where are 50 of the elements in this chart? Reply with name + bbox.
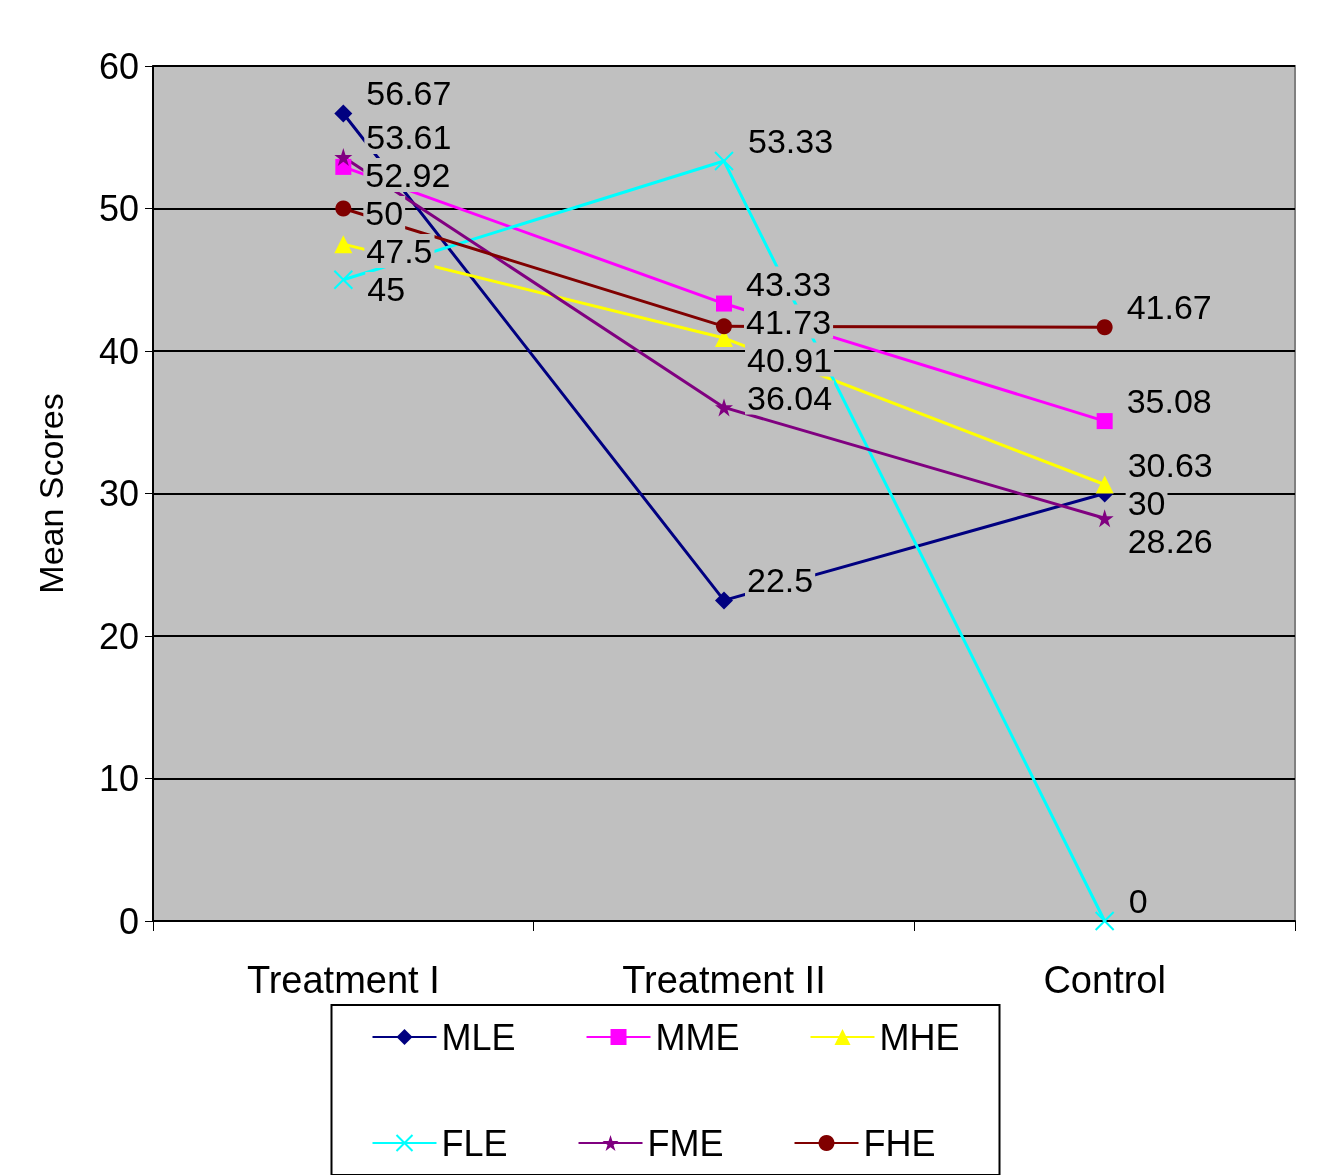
point [714, 151, 734, 172]
y-tick-label: 30 [98, 473, 139, 514]
point [334, 148, 353, 167]
data-label: 30 [1127, 483, 1166, 522]
data-label: 30.63 [1127, 445, 1213, 484]
legend-label: FME [647, 1122, 724, 1164]
legend-label: MME [655, 1016, 740, 1058]
point [1095, 509, 1114, 528]
x-tick-label: Treatment I [246, 959, 440, 1001]
data-label: 22.5 [747, 561, 814, 600]
point [333, 269, 354, 290]
legend-label: FLE [441, 1122, 508, 1164]
data-label: 28.26 [1127, 521, 1213, 560]
y-tick-label: 40 [98, 330, 139, 372]
point [716, 295, 732, 312]
data-label: 45 [367, 270, 406, 309]
data-label: 53.33 [748, 122, 834, 161]
data-label: 52.92 [365, 156, 451, 195]
data-label: 0 [1128, 882, 1148, 920]
data-label: 40.91 [747, 340, 833, 379]
y-axis-title: Mean Scores [32, 393, 70, 594]
legend-label: FHE [863, 1122, 936, 1164]
y-tick-label: 20 [98, 615, 139, 657]
point [1096, 319, 1113, 336]
point [716, 318, 732, 335]
point [715, 591, 733, 610]
y-tick-label: 50 [98, 188, 139, 229]
point [334, 104, 353, 123]
y-tick-label: 10 [98, 758, 139, 799]
data-label: 41.67 [1126, 288, 1212, 327]
data-label: 35.08 [1126, 382, 1212, 421]
x-tick-label: Control [1043, 959, 1166, 1001]
data-label: 50 [365, 194, 404, 233]
y-tick-label: 60 [98, 45, 139, 87]
legend-label: MLE [441, 1016, 516, 1058]
point [715, 398, 733, 417]
x-tick-label: Treatment II [622, 959, 826, 1001]
data-label: 53.61 [366, 118, 452, 157]
point [1094, 911, 1115, 931]
point [1096, 413, 1113, 430]
data-label: 43.33 [746, 264, 832, 303]
data-label: 41.73 [746, 302, 832, 341]
point [1095, 475, 1114, 494]
y-tick-label: 0 [118, 900, 139, 942]
legend-label: MHE [879, 1016, 960, 1058]
data-label: 47.5 [366, 232, 433, 271]
point [335, 200, 352, 217]
point [334, 235, 353, 254]
data-label: 36.04 [747, 378, 833, 417]
data-label: 56.67 [366, 74, 452, 113]
